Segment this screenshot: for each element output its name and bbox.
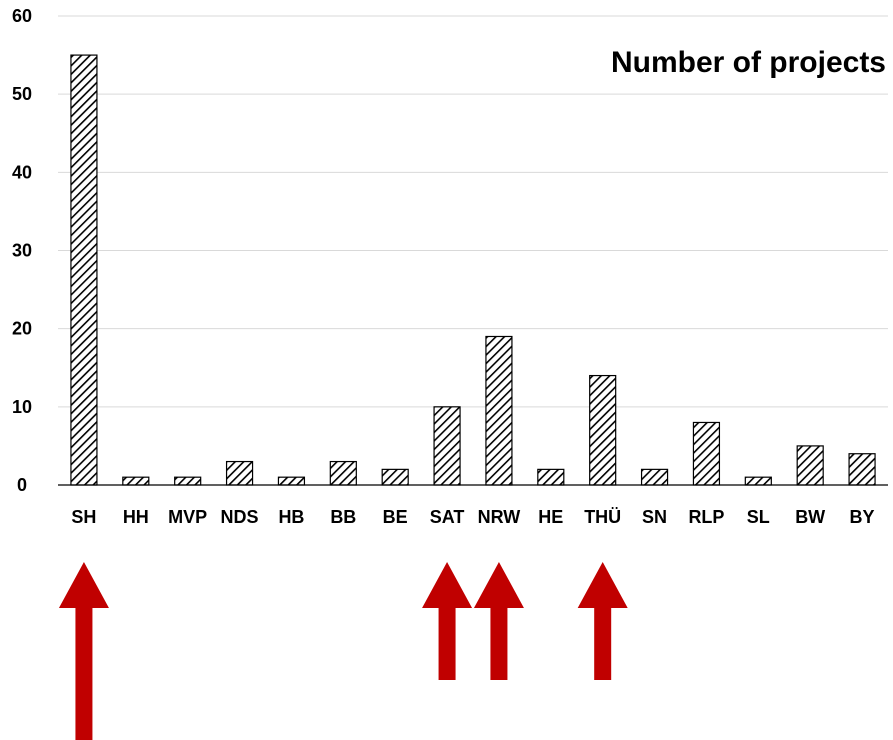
bar <box>848 453 876 486</box>
bar <box>433 406 461 486</box>
up-arrow-icon <box>577 562 628 680</box>
y-tick-label: 50 <box>12 84 32 104</box>
annotation-arrows <box>58 562 628 740</box>
x-tick-label: SL <box>747 507 770 527</box>
x-tick-label: HE <box>538 507 563 527</box>
y-tick-label: 20 <box>12 319 32 339</box>
bar <box>485 335 513 486</box>
bar <box>122 476 150 486</box>
y-axis: 0 10 20 30 40 50 60 <box>12 6 32 495</box>
bar <box>329 460 357 486</box>
bar <box>744 476 772 486</box>
bar <box>174 476 202 486</box>
up-arrow-icon <box>58 562 109 740</box>
bar <box>692 421 721 486</box>
x-tick-label: SH <box>71 507 96 527</box>
bar <box>589 374 617 486</box>
x-tick-label: RLP <box>688 507 724 527</box>
x-tick-label: BB <box>330 507 356 527</box>
bar <box>225 460 254 486</box>
y-tick-label: 10 <box>12 397 32 417</box>
x-tick-label: SN <box>642 507 667 527</box>
x-tick-label: SAT <box>430 507 465 527</box>
y-tick-label: 30 <box>12 241 32 261</box>
x-tick-label: BW <box>795 507 825 527</box>
x-tick-label: NDS <box>221 507 259 527</box>
x-tick-label: HB <box>278 507 304 527</box>
bar <box>70 54 98 486</box>
x-tick-label: HH <box>123 507 149 527</box>
bar <box>640 468 669 486</box>
y-tick-label: 60 <box>12 6 32 26</box>
x-axis: SH HH MVP NDS HB BB BE SAT NRW HE THÜ SN RLP SL BW BY <box>71 507 874 527</box>
x-tick-label: BE <box>383 507 408 527</box>
bars <box>70 54 876 486</box>
bar <box>537 468 565 486</box>
y-tick-label: 0 <box>17 475 27 495</box>
gridlines <box>58 15 888 408</box>
x-tick-label: MVP <box>168 507 207 527</box>
bar <box>277 476 306 486</box>
up-arrow-icon <box>473 562 524 680</box>
y-tick-label: 40 <box>12 162 32 182</box>
up-arrow-icon <box>422 562 473 680</box>
x-tick-label: THÜ <box>584 507 621 527</box>
x-tick-label: NRW <box>478 507 521 527</box>
bar <box>796 445 824 486</box>
bar <box>381 468 409 486</box>
x-tick-label: BY <box>850 507 875 527</box>
chart-title: Number of projects <box>611 46 886 79</box>
